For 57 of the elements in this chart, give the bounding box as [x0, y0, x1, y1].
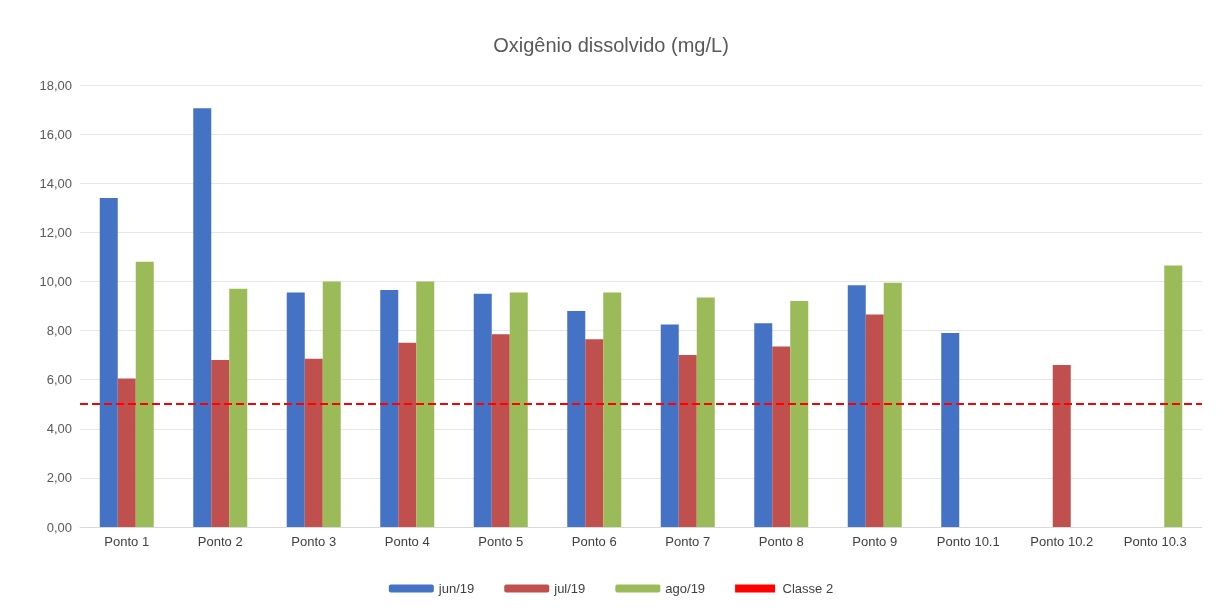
y-tick-label: 18,00: [39, 77, 72, 93]
legend-label: jul/19: [553, 581, 586, 596]
bar: [847, 285, 866, 527]
x-tick-label: Ponto 1: [104, 534, 150, 549]
y-tick-label: 8,00: [46, 323, 72, 339]
y-tick-label: 0,00: [46, 519, 72, 535]
bar: [1052, 364, 1071, 527]
bar: [416, 281, 435, 527]
y-tick-label: 16,00: [39, 126, 72, 142]
bar: [509, 292, 528, 527]
x-tick-label: Ponto 8: [758, 534, 804, 549]
bar: [229, 288, 248, 527]
bar: [117, 378, 136, 527]
bar: [772, 346, 791, 527]
x-tick-label: Ponto 2: [197, 534, 243, 549]
y-tick-label: 4,00: [46, 421, 72, 437]
y-tick-label: 10,00: [39, 273, 72, 289]
bar: [754, 323, 773, 527]
legend-label: ago/19: [665, 581, 706, 596]
bar: [491, 334, 510, 527]
x-tick-label: Ponto 6: [571, 534, 617, 549]
y-tick-label: 6,00: [46, 372, 72, 388]
legend-label: Classe 2: [782, 581, 834, 596]
bar: [567, 310, 586, 527]
bar: [473, 293, 492, 527]
bar: [585, 339, 604, 527]
y-tick-label: 14,00: [39, 175, 72, 191]
y-tick-label: 2,00: [46, 470, 72, 486]
bar: [941, 333, 960, 527]
bar: [883, 282, 902, 527]
bar: [380, 290, 399, 527]
x-tick-label: Ponto 5: [478, 534, 524, 549]
x-tick-label: Ponto 7: [665, 534, 711, 549]
x-tick-label: Ponto 3: [291, 534, 337, 549]
bar: [603, 292, 622, 527]
legend-label: jun/19: [437, 581, 475, 596]
bar: [696, 297, 715, 527]
bar: [398, 342, 417, 527]
bar: [304, 358, 323, 527]
bar: [1164, 265, 1183, 527]
x-tick-label: Ponto 10.1: [936, 534, 1000, 549]
x-tick-label: Ponto 10.3: [1123, 534, 1187, 549]
bar: [678, 355, 697, 527]
bar: [193, 108, 212, 527]
y-tick-label: 12,00: [39, 224, 72, 240]
bar: [286, 292, 305, 527]
x-tick-label: Ponto 10.2: [1030, 534, 1094, 549]
bar: [135, 261, 154, 527]
bar: [660, 324, 679, 527]
x-tick-label: Ponto 9: [852, 534, 898, 549]
x-tick-label: Ponto 4: [384, 534, 430, 549]
bar: [865, 314, 884, 527]
bar: [211, 360, 230, 527]
bar: [322, 281, 341, 527]
bar: [99, 197, 118, 527]
bar: [790, 301, 809, 527]
chart-title: Oxigênio dissolvido (mg/L): [493, 34, 729, 56]
